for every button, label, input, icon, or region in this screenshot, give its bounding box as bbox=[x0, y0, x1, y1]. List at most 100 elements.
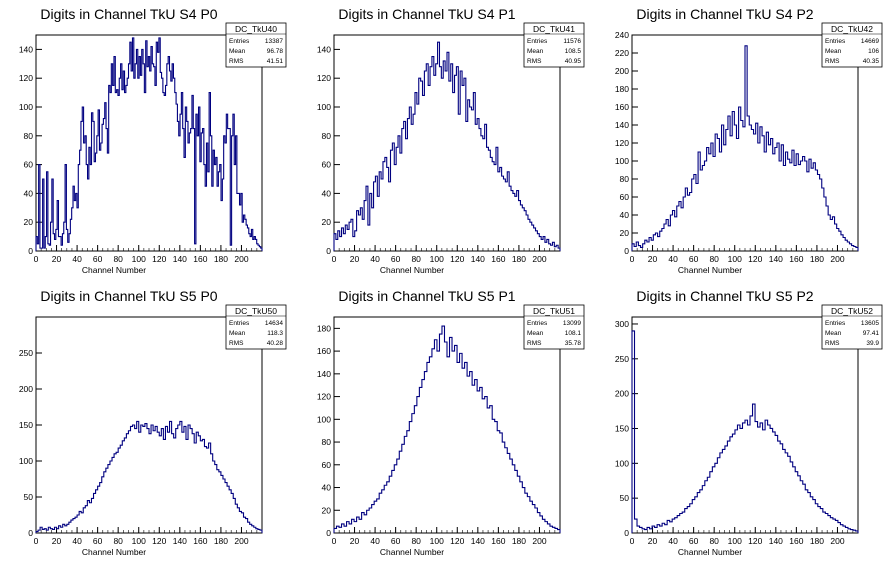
x-axis-label: Channel Number bbox=[82, 547, 146, 557]
plot-frame bbox=[35, 34, 263, 252]
y-tick-label: 140 bbox=[317, 369, 331, 379]
x-tick-label: 80 bbox=[411, 254, 421, 264]
y-tick-label: 0 bbox=[28, 246, 33, 256]
y-tick-label: 100 bbox=[615, 458, 629, 468]
y-tick-label: 80 bbox=[322, 437, 332, 447]
x-tick-label: 200 bbox=[532, 536, 546, 546]
stats-entries-value: 14634 bbox=[265, 320, 283, 327]
x-tick-label: 160 bbox=[789, 254, 803, 264]
x-tick-label: 100 bbox=[430, 536, 444, 546]
x-tick-label: 20 bbox=[52, 254, 62, 264]
x-tick-label: 20 bbox=[350, 254, 360, 264]
stats-rms-value: 35.78 bbox=[565, 340, 582, 347]
stats-rms-value: 40.35 bbox=[863, 58, 880, 65]
y-tick-label: 20 bbox=[322, 505, 332, 515]
x-tick-label: 0 bbox=[34, 536, 39, 546]
x-tick-label: 120 bbox=[152, 536, 166, 546]
y-tick-label: 180 bbox=[317, 323, 331, 333]
x-tick-label: 140 bbox=[769, 254, 783, 264]
y-tick-label: 120 bbox=[19, 73, 33, 83]
x-tick-label: 140 bbox=[173, 254, 187, 264]
x-tick-label: 180 bbox=[512, 254, 526, 264]
x-tick-label: 160 bbox=[193, 254, 207, 264]
stats-entries-label: Entries bbox=[527, 38, 548, 45]
histogram-series bbox=[631, 330, 859, 533]
y-tick-label: 40 bbox=[620, 210, 630, 220]
x-tick-label: 0 bbox=[630, 254, 635, 264]
stats-mean-value: 106 bbox=[868, 48, 879, 55]
stats-rms-value: 40.28 bbox=[267, 340, 284, 347]
y-tick-label: 0 bbox=[326, 246, 331, 256]
stats-mean-value: 108.1 bbox=[565, 330, 582, 337]
x-tick-label: 160 bbox=[193, 536, 207, 546]
stats-rms-value: 41.51 bbox=[267, 58, 284, 65]
stats-mean-value: 118.3 bbox=[267, 330, 283, 337]
x-tick-label: 40 bbox=[72, 536, 82, 546]
x-tick-label: 180 bbox=[214, 254, 228, 264]
y-tick-label: 20 bbox=[24, 217, 34, 227]
x-tick-label: 180 bbox=[214, 536, 228, 546]
y-tick-label: 160 bbox=[615, 102, 629, 112]
x-tick-label: 120 bbox=[450, 536, 464, 546]
x-tick-label: 80 bbox=[709, 254, 719, 264]
x-tick-label: 120 bbox=[748, 254, 762, 264]
y-tick-label: 0 bbox=[326, 528, 331, 538]
x-tick-label: 0 bbox=[34, 254, 39, 264]
x-tick-label: 120 bbox=[152, 254, 166, 264]
stats-box: DC_TkU51 Entries 13099 Mean 108.1 RMS 35.78 bbox=[523, 304, 585, 350]
y-tick-label: 60 bbox=[322, 160, 332, 170]
stats-box-frame bbox=[225, 22, 287, 68]
y-tick-label: 60 bbox=[322, 460, 332, 470]
histogram-series bbox=[333, 41, 561, 251]
chart-panel-3: Digits in Channel TkU S4 P2 0 20 40 60 80 100 1… bbox=[615, 6, 883, 275]
stats-entries-value: 13605 bbox=[861, 320, 879, 327]
y-tick-label: 140 bbox=[615, 120, 629, 130]
x-tick-label: 140 bbox=[769, 536, 783, 546]
stats-rms-label: RMS bbox=[229, 58, 244, 65]
stats-name: DC_TkU52 bbox=[831, 306, 873, 316]
stats-mean-value: 96.78 bbox=[267, 48, 284, 55]
x-tick-label: 20 bbox=[648, 536, 658, 546]
y-tick-label: 200 bbox=[615, 389, 629, 399]
stats-entries-label: Entries bbox=[825, 320, 846, 327]
x-axis-label: Channel Number bbox=[82, 265, 146, 275]
x-tick-label: 200 bbox=[532, 254, 546, 264]
x-tick-label: 120 bbox=[748, 536, 762, 546]
y-tick-label: 60 bbox=[24, 160, 34, 170]
stats-box-frame bbox=[821, 304, 883, 350]
y-tick-label: 200 bbox=[19, 384, 33, 394]
y-tick-label: 20 bbox=[620, 228, 630, 238]
x-tick-label: 60 bbox=[689, 254, 699, 264]
stats-box-frame bbox=[821, 22, 883, 68]
y-tick-label: 20 bbox=[322, 217, 332, 227]
y-tick-label: 0 bbox=[624, 246, 629, 256]
stats-box-frame bbox=[225, 304, 287, 350]
histogram-series bbox=[333, 325, 561, 533]
x-tick-label: 80 bbox=[113, 536, 123, 546]
y-tick-label: 100 bbox=[19, 102, 33, 112]
stats-entries-label: Entries bbox=[527, 320, 548, 327]
y-tick-label: 160 bbox=[317, 346, 331, 356]
stats-box: DC_TkU50 Entries 14634 Mean 118.3 RMS 40.28 bbox=[225, 304, 287, 350]
x-axis-label: Channel Number bbox=[678, 265, 742, 275]
x-tick-label: 180 bbox=[810, 536, 824, 546]
stats-mean-label: Mean bbox=[527, 48, 544, 55]
x-tick-label: 140 bbox=[471, 254, 485, 264]
x-tick-label: 180 bbox=[512, 536, 526, 546]
x-tick-label: 80 bbox=[709, 536, 719, 546]
x-tick-label: 40 bbox=[668, 536, 678, 546]
stats-name: DC_TkU40 bbox=[235, 24, 277, 34]
chart-title: Digits in Channel TkU S4 P1 bbox=[338, 6, 515, 22]
stats-box: DC_TkU40 Entries 13387 Mean 96.78 RMS 41.51 bbox=[225, 22, 287, 68]
stats-name: DC_TkU50 bbox=[235, 306, 277, 316]
stats-box-frame bbox=[523, 304, 585, 350]
x-axis-label: Channel Number bbox=[678, 547, 742, 557]
y-tick-label: 150 bbox=[19, 420, 33, 430]
y-tick-label: 50 bbox=[620, 493, 630, 503]
chart-title: Digits in Channel TkU S5 P1 bbox=[338, 288, 515, 304]
y-tick-label: 150 bbox=[615, 423, 629, 433]
x-tick-label: 40 bbox=[370, 536, 380, 546]
stats-mean-value: 97.41 bbox=[863, 330, 880, 337]
stats-entries-label: Entries bbox=[229, 38, 250, 45]
